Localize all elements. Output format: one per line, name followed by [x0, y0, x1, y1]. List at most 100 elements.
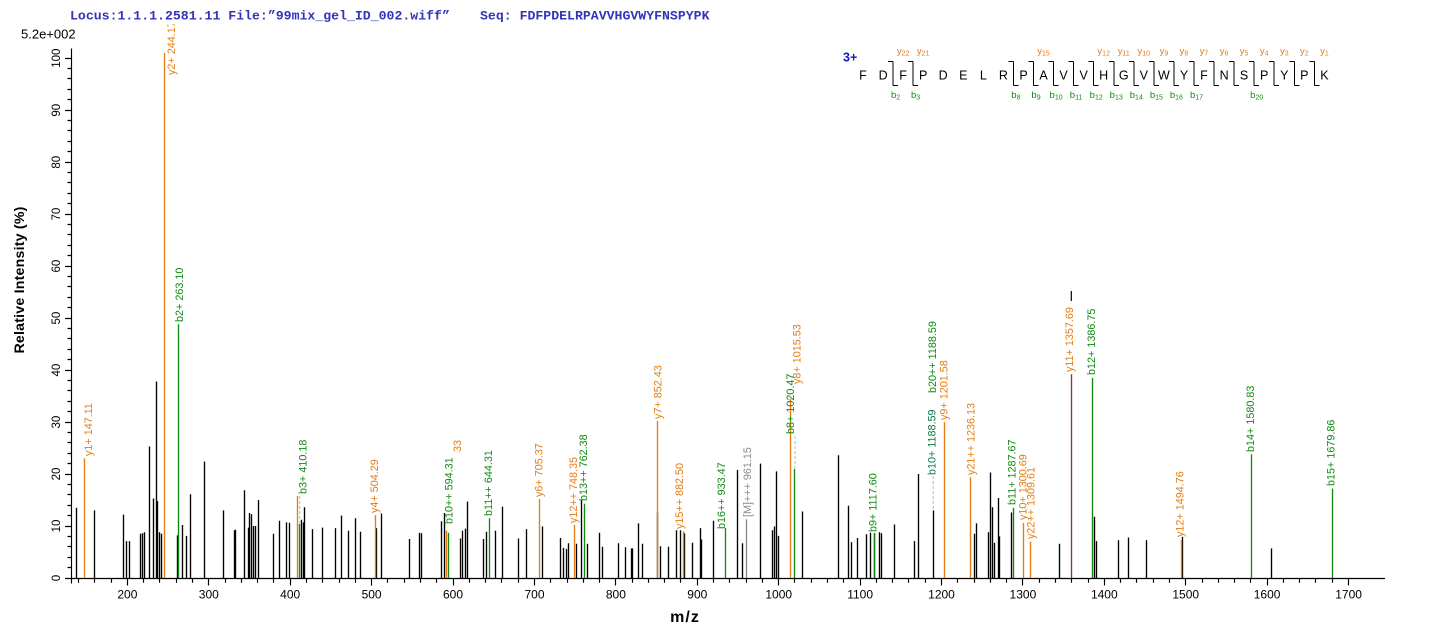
svg-text:100: 100: [51, 49, 63, 68]
svg-text:y7: y7: [1200, 46, 1209, 58]
svg-text:b11++ 644.31: b11++ 644.31: [483, 450, 495, 516]
svg-text:400: 400: [280, 588, 300, 602]
svg-text:5.2e+002: 5.2e+002: [21, 27, 76, 42]
svg-text:R: R: [999, 69, 1008, 83]
svg-text:Relative Intensity (%): Relative Intensity (%): [12, 206, 28, 353]
svg-text:y8: y8: [1180, 46, 1189, 58]
svg-text:L: L: [980, 69, 987, 83]
svg-text:H: H: [1099, 69, 1108, 83]
svg-text:40: 40: [51, 364, 63, 377]
svg-text:1000: 1000: [765, 588, 792, 602]
svg-text:[M]+++ 961.15: [M]+++ 961.15: [742, 447, 754, 517]
svg-text:W: W: [1158, 69, 1170, 83]
svg-text:V: V: [1080, 69, 1089, 83]
svg-text:m/z: m/z: [670, 609, 700, 626]
svg-text:y22: y22: [897, 46, 910, 58]
svg-text:D: D: [879, 69, 888, 83]
svg-text:y15: y15: [1037, 46, 1050, 58]
svg-text:800: 800: [606, 588, 626, 602]
svg-text:P: P: [1300, 69, 1308, 83]
svg-text:30: 30: [51, 416, 63, 429]
svg-text:y1: y1: [1320, 46, 1329, 58]
svg-text:y12: y12: [1097, 46, 1110, 58]
svg-text:b20++ 1188.59: b20++ 1188.59: [927, 321, 939, 393]
svg-text:y22++ 1309.61: y22++ 1309.61: [1026, 467, 1038, 539]
svg-text:y12+ 1494.76: y12+ 1494.76: [1175, 471, 1187, 537]
svg-text:y2: y2: [1300, 46, 1309, 58]
svg-text:b13: b13: [1110, 90, 1123, 102]
svg-text:50: 50: [51, 312, 63, 325]
svg-text:3+: 3+: [843, 51, 857, 65]
svg-text:200: 200: [117, 588, 137, 602]
svg-text:b9: b9: [1031, 90, 1040, 102]
svg-text:y5: y5: [1240, 46, 1249, 58]
svg-text:y4: y4: [1260, 46, 1269, 58]
svg-text:y10: y10: [1138, 46, 1151, 58]
svg-text:b10+ 1188.59: b10+ 1188.59: [927, 409, 939, 475]
svg-text:y3: y3: [1280, 46, 1289, 58]
svg-text:b14: b14: [1130, 90, 1143, 102]
svg-text:90: 90: [51, 104, 63, 117]
svg-text:10: 10: [51, 520, 63, 533]
svg-text:600: 600: [443, 588, 463, 602]
svg-text:y21: y21: [917, 46, 930, 58]
svg-text:1700: 1700: [1335, 588, 1362, 602]
svg-text:F: F: [899, 69, 907, 83]
svg-text:Seq: FDFPDELRPAVVHGVWYFNSPYPK: Seq: FDFPDELRPAVVHGVWYFNSPYPK: [480, 9, 710, 24]
svg-text:y9: y9: [1160, 46, 1169, 58]
svg-text:b8: b8: [1011, 90, 1020, 102]
svg-text:y12++ 748.35: y12++ 748.35: [568, 457, 580, 523]
svg-text:F: F: [859, 69, 867, 83]
svg-text:b16: b16: [1170, 90, 1183, 102]
svg-text:1100: 1100: [847, 588, 873, 602]
svg-text:E: E: [959, 69, 967, 83]
svg-text:y10+ 1300.69: y10+ 1300.69: [1018, 454, 1030, 520]
svg-text:D: D: [939, 69, 948, 83]
svg-text:y7+ 852.43: y7+ 852.43: [653, 365, 665, 419]
svg-text:1600: 1600: [1254, 588, 1281, 602]
svg-text:y1+ 147.11: y1+ 147.11: [83, 403, 95, 456]
svg-text:Locus:1.1.1.2581.11 File:”99mi: Locus:1.1.1.2581.11 File:”99mix_gel_ID_0…: [70, 9, 450, 24]
svg-text:b11+ 1287.67: b11+ 1287.67: [1007, 439, 1019, 505]
svg-text:y8+ 1015.53: y8+ 1015.53: [792, 324, 804, 384]
svg-text:N: N: [1220, 69, 1229, 83]
svg-text:b10++ 594.31: b10++ 594.31: [444, 457, 456, 524]
svg-text:P: P: [919, 69, 927, 83]
svg-text:1200: 1200: [928, 588, 955, 602]
svg-text:b13++ 762.38: b13++ 762.38: [578, 434, 590, 501]
svg-text:70: 70: [51, 208, 63, 221]
svg-text:b2: b2: [891, 90, 900, 102]
svg-text:b9+ 1117.60: b9+ 1117.60: [868, 473, 880, 532]
svg-text:300: 300: [199, 588, 219, 602]
svg-text:G: G: [1119, 69, 1129, 83]
svg-text:b17: b17: [1190, 90, 1203, 102]
svg-text:S: S: [1240, 69, 1248, 83]
svg-text:33: 33: [452, 440, 464, 452]
svg-text:b2+ 263.10: b2+ 263.10: [174, 268, 186, 322]
svg-text:b14+ 1580.83: b14+ 1580.83: [1245, 386, 1257, 452]
svg-text:y11+ 1357.69: y11+ 1357.69: [1064, 307, 1076, 372]
svg-text:P: P: [1260, 69, 1268, 83]
svg-text:A: A: [1039, 69, 1048, 83]
svg-text:V: V: [1140, 69, 1149, 83]
svg-text:Y: Y: [1180, 69, 1189, 83]
svg-text:60: 60: [51, 260, 63, 273]
svg-text:V: V: [1059, 69, 1068, 83]
svg-text:b12: b12: [1090, 90, 1103, 102]
svg-text:Y: Y: [1280, 69, 1289, 83]
svg-text:500: 500: [362, 588, 382, 602]
svg-text:b15: b15: [1150, 90, 1163, 102]
svg-text:y4+ 504.29: y4+ 504.29: [369, 459, 381, 513]
svg-text:y21++ 1236.13: y21++ 1236.13: [965, 403, 977, 475]
svg-text:1500: 1500: [1172, 588, 1199, 602]
svg-text:y2+ 244.17: y2+ 244.17: [166, 21, 178, 75]
svg-text:y6: y6: [1220, 46, 1229, 58]
svg-text:20: 20: [51, 468, 63, 481]
svg-text:y11: y11: [1118, 46, 1130, 58]
svg-text:b3+ 410.18: b3+ 410.18: [298, 440, 310, 494]
svg-text:K: K: [1320, 69, 1329, 83]
svg-text:y15++ 882.50: y15++ 882.50: [674, 463, 686, 529]
svg-text:900: 900: [687, 588, 707, 602]
svg-text:1400: 1400: [1091, 588, 1118, 602]
svg-text:b10: b10: [1050, 90, 1063, 102]
